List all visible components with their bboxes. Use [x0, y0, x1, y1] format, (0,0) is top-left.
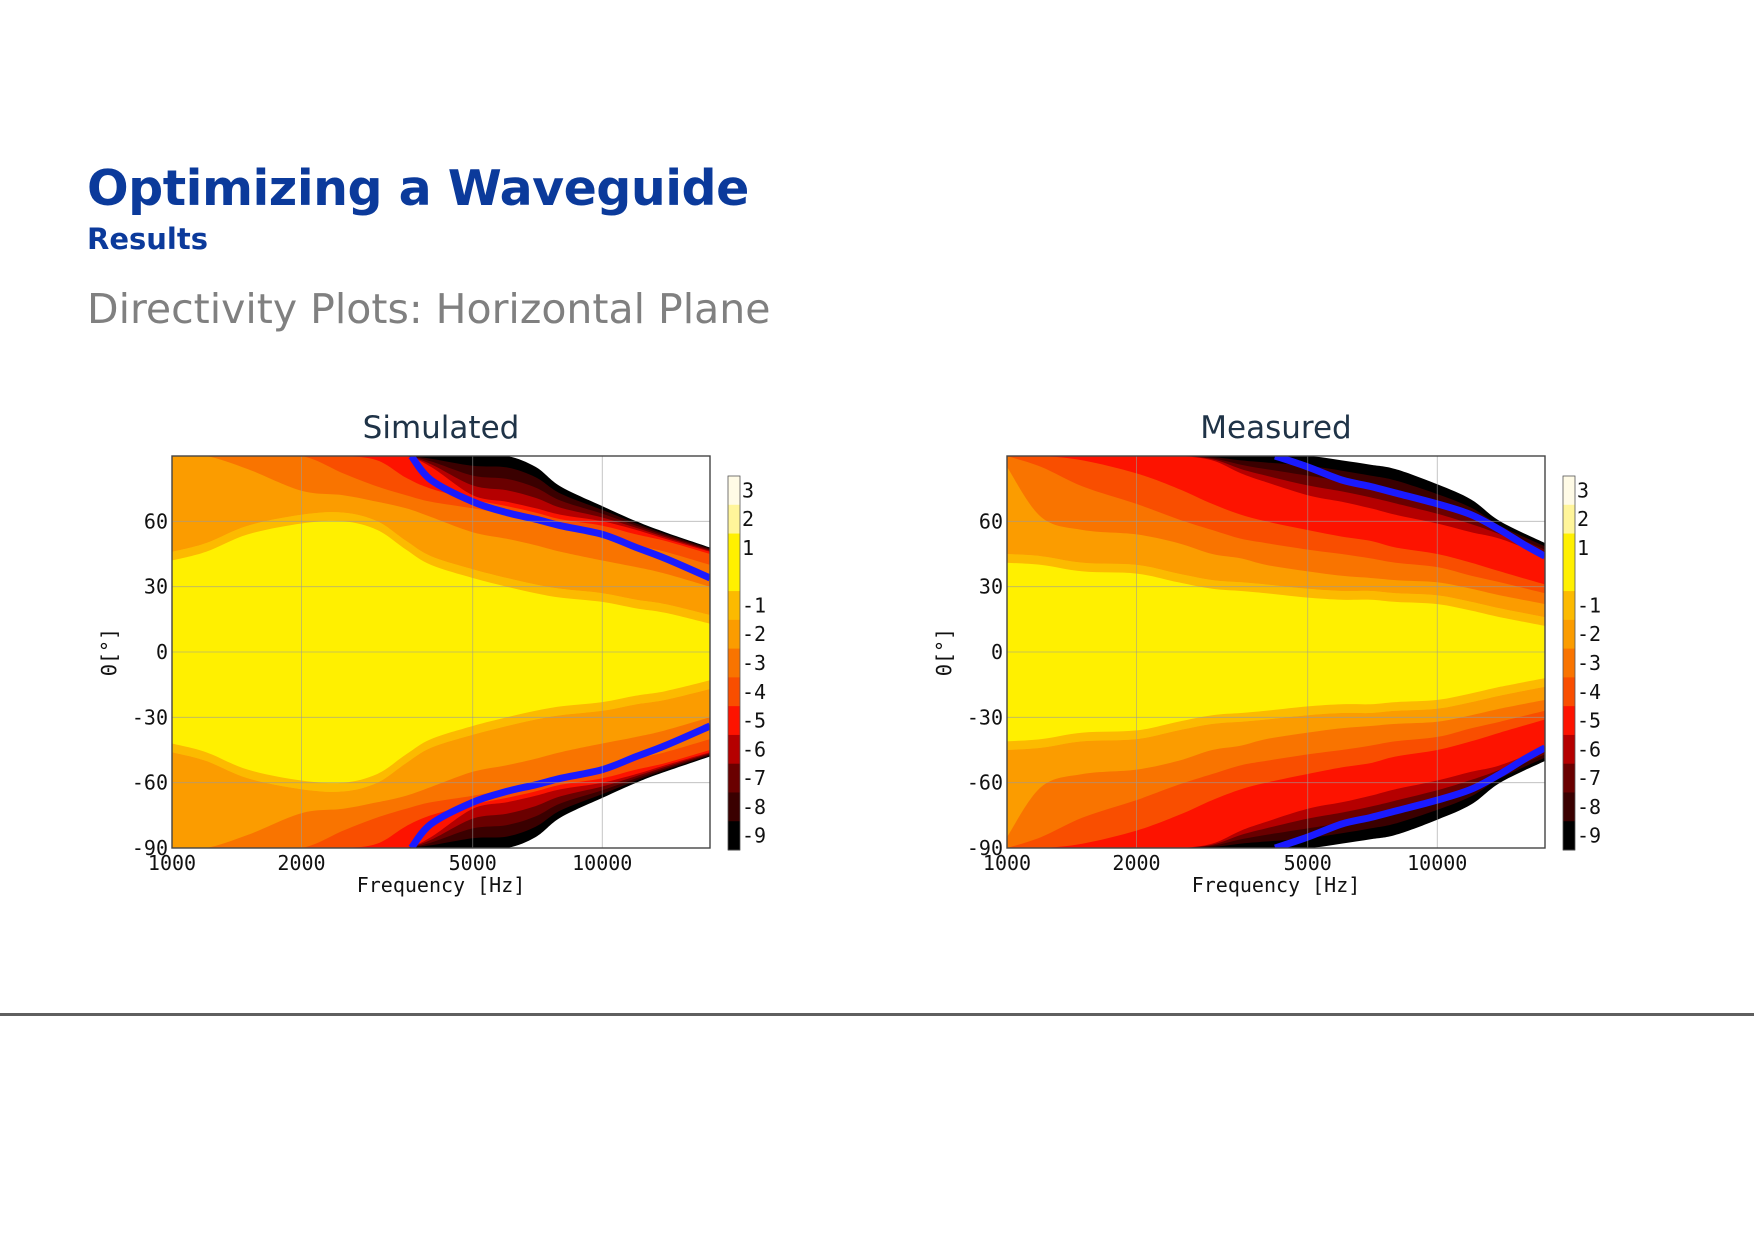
x-tick-label: 1000: [983, 851, 1031, 875]
footer-divider: [0, 1013, 1754, 1016]
y-tick-label: -90: [132, 836, 168, 860]
minus6-line-upper: [408, 456, 710, 582]
colorbar-tick-label: 2: [742, 507, 754, 531]
colorbar-tick-label: 1: [1577, 536, 1589, 560]
colorbar-segment: [1563, 706, 1575, 736]
colorbar-tick-label: -3: [742, 651, 766, 675]
colorbar-segment: [728, 476, 740, 506]
colorbar-tick-label: -8: [742, 795, 766, 819]
colorbar-tick-label: -1: [742, 593, 766, 617]
colorbar-frame: [1562, 475, 1576, 851]
x-tick-label: 2000: [1112, 851, 1160, 875]
colorbar-segment: [728, 821, 740, 851]
colorbar-segment: [728, 619, 740, 650]
colorbar-tick-label: -8: [1577, 795, 1601, 819]
x-axis-label: Frequency [Hz]: [1192, 873, 1361, 897]
y-axis-label: Θ[°]: [97, 628, 121, 676]
colorbar-segment: [1563, 476, 1575, 506]
y-tick-label: -60: [132, 771, 168, 795]
colorbar-tick-label: -7: [742, 766, 766, 790]
colorbar-tick-label: 3: [742, 478, 754, 502]
x-tick-label: 10000: [1407, 851, 1467, 875]
simulated-directivity-chart: Simulated 1000 2000 5000 10000 60 30 0 -30 -60 -90…: [97, 410, 766, 897]
minus6-line-lower: [1274, 744, 1545, 848]
y-tick-label: -60: [967, 771, 1003, 795]
colorbar-segment: [728, 562, 740, 592]
x-tick-label: 10000: [572, 851, 632, 875]
colorbar-segment: [728, 792, 740, 822]
chart-title: Simulated: [363, 410, 520, 446]
colorbar-segment: [728, 677, 740, 707]
colorbar-tick-label: -3: [1577, 651, 1601, 675]
y-tick-label: -30: [132, 705, 168, 729]
colorbar-segment: [728, 648, 740, 678]
slide-title: Optimizing a Waveguide: [87, 160, 749, 217]
section-heading: Directivity Plots: Horizontal Plane: [87, 285, 771, 333]
colorbar-tick-label: -6: [742, 737, 766, 761]
colorbar-tick-label: 1: [742, 536, 754, 560]
x-tick-label: 5000: [449, 851, 497, 875]
colorbar-tick-label: 2: [1577, 507, 1589, 531]
y-tick-label: -90: [967, 836, 1003, 860]
colorbar-tick-label: -7: [1577, 766, 1601, 790]
simulated-plot: Simulated 1000 2000 5000 10000 60 30 0 -30 -60 -90…: [80, 398, 860, 958]
colorbar-segment: [1563, 533, 1575, 563]
y-tick-label: 30: [979, 575, 1003, 599]
heatmap-area: [172, 456, 710, 848]
colorbar-segment: [1563, 591, 1575, 621]
x-axis-label: Frequency [Hz]: [357, 873, 526, 897]
minus6-line-upper: [1274, 456, 1545, 560]
colorbar-tick-label: -4: [1577, 680, 1601, 704]
colorbar-segment: [728, 504, 740, 535]
colorbar-tick-label: -9: [1577, 824, 1601, 848]
y-tick-label: 60: [144, 509, 168, 533]
measured-directivity-chart: Measured 1000 2000 5000 10000 60 30 0 -30 -60 -90 F…: [932, 410, 1601, 897]
colorbar-tick-label: -5: [742, 709, 766, 733]
colorbar-segment: [728, 763, 740, 793]
y-tick-label: 0: [156, 640, 168, 664]
colorbar-segment: [1563, 821, 1575, 851]
colorbar-tick-label: -2: [742, 622, 766, 646]
y-tick-label: 0: [991, 640, 1003, 664]
y-tick-label: -30: [967, 705, 1003, 729]
colorbar-segment: [1563, 734, 1575, 765]
y-tick-label: 60: [979, 509, 1003, 533]
colorbar-segment: [728, 734, 740, 765]
colorbar-segment: [1563, 648, 1575, 678]
measured-plot: Measured 1000 2000 5000 10000 60 30 0 -30 -60 -90 F…: [915, 398, 1695, 958]
colorbar-tick-label: -2: [1577, 622, 1601, 646]
colorbar-tick-label: -1: [1577, 593, 1601, 617]
x-tick-label: 2000: [277, 851, 325, 875]
colorbar-segment: [728, 533, 740, 563]
colorbar-segment: [1563, 792, 1575, 822]
y-axis-label: Θ[°]: [932, 628, 956, 676]
colorbar-segment: [1563, 619, 1575, 650]
colorbar-segment: [728, 706, 740, 736]
colorbar-segment: [1563, 763, 1575, 793]
colorbar-tick-label: 3: [1577, 478, 1589, 502]
y-tick-label: 30: [144, 575, 168, 599]
colorbar-tick-label: -5: [1577, 709, 1601, 733]
colorbar-segment: [1563, 677, 1575, 707]
colorbar-segment: [1563, 562, 1575, 592]
minus6-line-lower: [408, 722, 710, 848]
colorbar-tick-label: -9: [742, 824, 766, 848]
x-tick-label: 1000: [148, 851, 196, 875]
plot-frame: [171, 455, 711, 849]
colorbar-frame: [727, 475, 741, 851]
x-tick-label: 5000: [1284, 851, 1332, 875]
slide-subtitle: Results: [87, 222, 208, 256]
plot-frame: [1006, 455, 1546, 849]
colorbar-segment: [728, 591, 740, 621]
colorbar-tick-label: -4: [742, 680, 766, 704]
colorbar-tick-label: -6: [1577, 737, 1601, 761]
colorbar-segment: [1563, 504, 1575, 535]
chart-title: Measured: [1200, 410, 1351, 446]
